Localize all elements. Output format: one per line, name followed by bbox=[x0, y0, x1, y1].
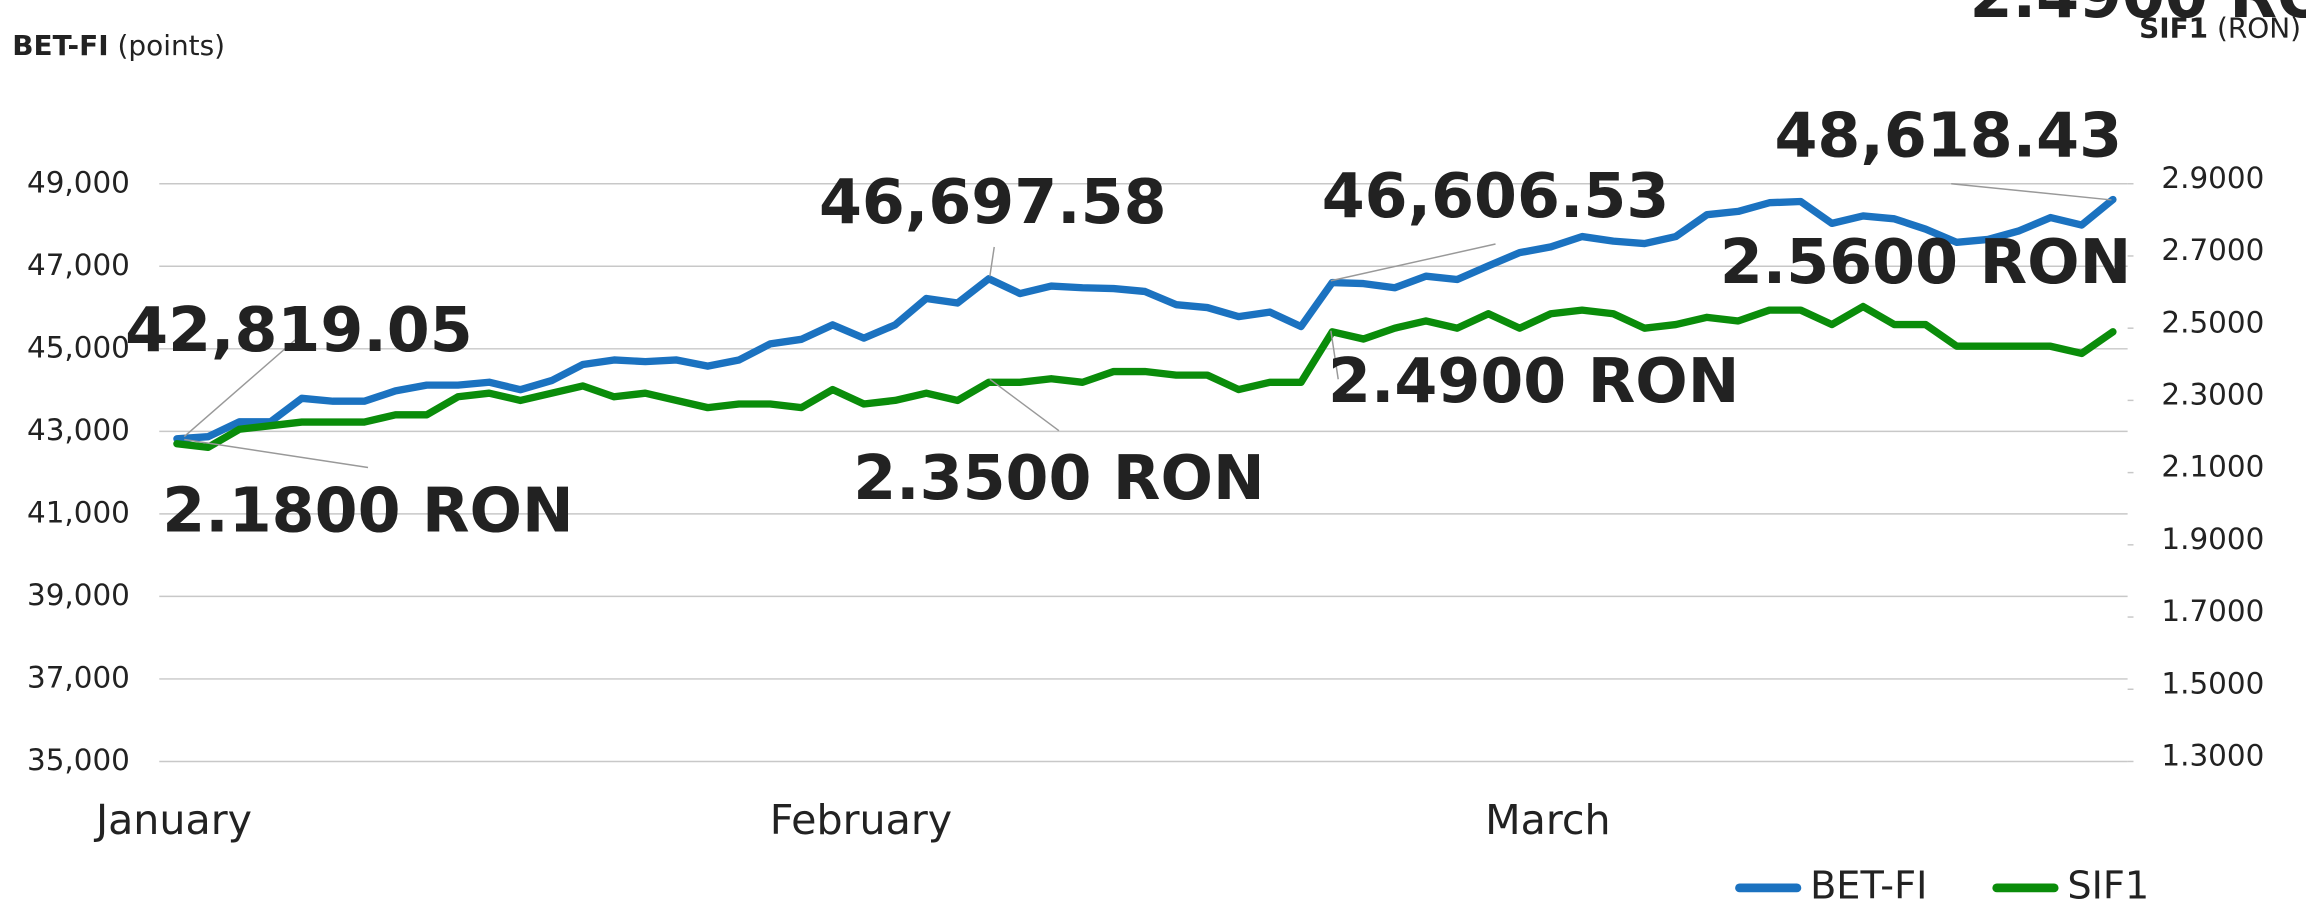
value-label: 46,697.58 bbox=[819, 166, 1167, 238]
leader-line bbox=[989, 378, 1060, 432]
value-label: 2.1800 RON bbox=[162, 475, 573, 547]
y2-axis-title: SIF1 (RON) bbox=[2139, 11, 2301, 44]
y2-axis-name: SIF1 bbox=[2139, 11, 2208, 44]
x-tick-label: February bbox=[770, 796, 952, 844]
y-axis-name: BET-FI bbox=[12, 29, 108, 62]
value-label: 2.5600 RON bbox=[1720, 226, 2131, 298]
y-tick-label: 41,000 bbox=[27, 495, 130, 529]
leader-line bbox=[184, 438, 369, 469]
value-label: 2.3500 RON bbox=[853, 442, 1264, 514]
leader-line bbox=[1951, 183, 2112, 201]
legend-label: BET-FI bbox=[1810, 864, 1927, 907]
leader-line bbox=[1330, 243, 1496, 282]
y-tick-label: 43,000 bbox=[27, 413, 130, 447]
y-tick-label: 49,000 bbox=[27, 165, 130, 199]
series-line bbox=[173, 195, 2117, 443]
y-axis-title: BET-FI (points) bbox=[12, 29, 225, 62]
value-label: 2.4900 RON bbox=[1328, 345, 1739, 417]
y-tick-label: 45,000 bbox=[27, 330, 130, 364]
value-label: 46,606.53 bbox=[1322, 160, 1670, 232]
leader-line bbox=[989, 246, 995, 277]
x-tick-label: March bbox=[1485, 796, 1610, 844]
y-tick-label: 47,000 bbox=[27, 248, 130, 282]
x-tick-label: January bbox=[93, 796, 252, 844]
value-label: 48,618.43 bbox=[1774, 100, 2122, 172]
y2-tick-label: 2.1000 bbox=[2161, 450, 2264, 484]
legend-label: SIF1 bbox=[2067, 864, 2149, 907]
y2-tick-label: 2.3000 bbox=[2161, 377, 2264, 411]
series-line bbox=[173, 302, 2117, 452]
y2-tick-label: 2.5000 bbox=[2161, 305, 2264, 339]
value-label: 42,819.05 bbox=[125, 294, 473, 366]
y2-tick-label: 2.7000 bbox=[2161, 233, 2264, 267]
value-label: 2.4900 RON bbox=[1970, 0, 2306, 32]
y-axis-unit: (points) bbox=[118, 29, 226, 62]
leader-line bbox=[1330, 330, 1339, 380]
y-tick-label: 37,000 bbox=[27, 660, 130, 694]
y-tick-label: 35,000 bbox=[27, 743, 130, 777]
y2-tick-label: 1.9000 bbox=[2161, 522, 2264, 556]
y2-tick-label: 1.7000 bbox=[2161, 594, 2264, 628]
y2-tick-label: 2.9000 bbox=[2161, 161, 2264, 195]
y2-tick-label: 1.5000 bbox=[2161, 666, 2264, 700]
y2-axis-unit: (RON) bbox=[2217, 11, 2301, 44]
leader-line bbox=[183, 336, 300, 438]
y-tick-label: 39,000 bbox=[27, 578, 130, 612]
y2-tick-label: 1.3000 bbox=[2161, 739, 2264, 773]
